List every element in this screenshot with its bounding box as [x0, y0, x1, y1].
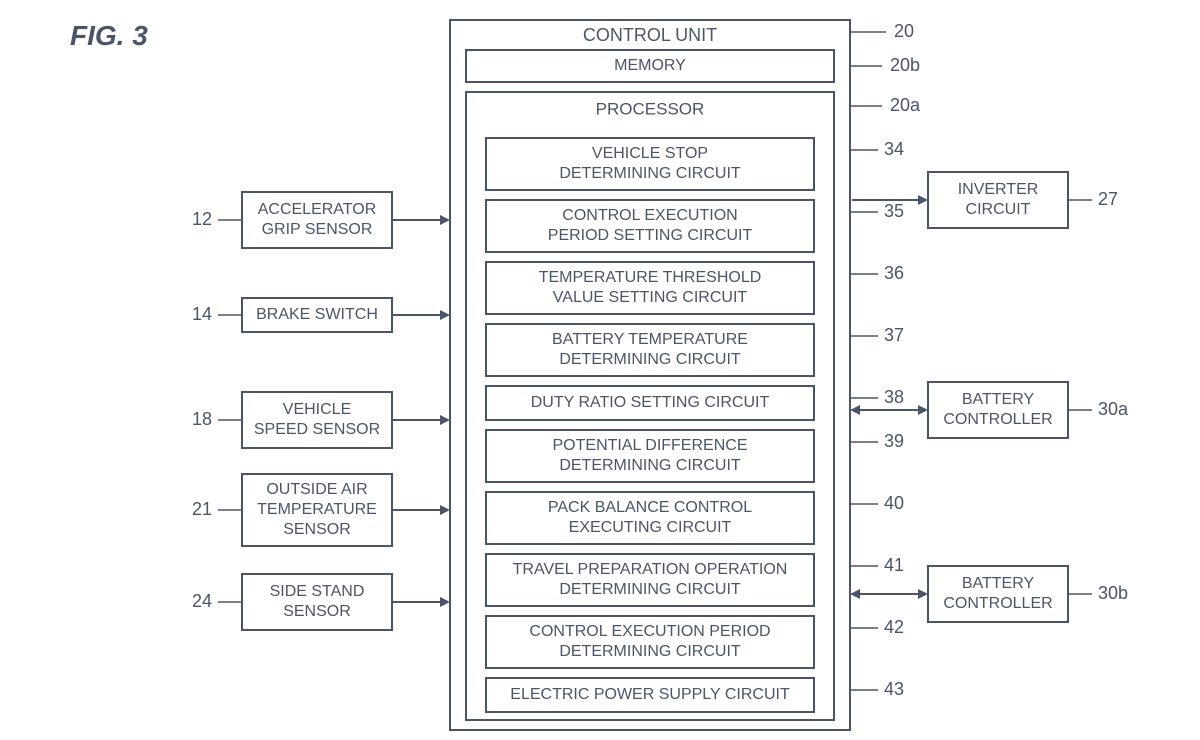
ref-38: 38 — [884, 387, 904, 407]
ref-24: 24 — [192, 591, 212, 611]
proc-item-label-35: CONTROL EXECUTION PERIOD SETTING CIRCUIT — [548, 207, 753, 244]
input-label-stand: SIDE STAND SENSOR — [270, 583, 365, 620]
svg-text:BRAKE SWITCH: BRAKE SWITCH — [256, 306, 378, 323]
svg-text:VEHICLE: VEHICLE — [283, 401, 351, 418]
memory-label: MEMORY — [614, 57, 686, 74]
svg-text:VEHICLE STOP: VEHICLE STOP — [592, 145, 708, 162]
svg-text:BATTERY: BATTERY — [962, 575, 1035, 592]
arrowhead — [440, 597, 450, 607]
arrowhead — [440, 505, 450, 515]
ref-30b: 30b — [1098, 583, 1128, 603]
svg-text:BATTERY: BATTERY — [962, 391, 1035, 408]
arrowhead — [918, 589, 928, 599]
svg-text:DETERMINING CIRCUIT: DETERMINING CIRCUIT — [559, 581, 741, 598]
ref-37: 37 — [884, 325, 904, 345]
ref-14: 14 — [192, 304, 212, 324]
svg-text:PACK BALANCE CONTROL: PACK BALANCE CONTROL — [548, 499, 752, 516]
svg-text:DUTY RATIO SETTING CIRCUIT: DUTY RATIO SETTING CIRCUIT — [531, 394, 770, 411]
output-label-bc2: BATTERY CONTROLLER — [943, 575, 1052, 612]
ref-12: 12 — [192, 209, 212, 229]
svg-text:ACCELERATOR: ACCELERATOR — [258, 201, 377, 218]
svg-text:TEMPERATURE THRESHOLD: TEMPERATURE THRESHOLD — [539, 269, 762, 286]
proc-item-label-38: DUTY RATIO SETTING CIRCUIT — [531, 394, 770, 411]
svg-text:SIDE STAND: SIDE STAND — [270, 583, 365, 600]
proc-item-label-43: ELECTRIC POWER SUPPLY CIRCUIT — [510, 686, 790, 703]
block-diagram: FIG. 3 CONTROL UNIT 20 MEMORY 20b PROCESSOR 20… — [0, 0, 1200, 740]
proc-item-label-41: TRAVEL PREPARATION OPERATION DETERMINING … — [513, 561, 788, 598]
svg-text:DETERMINING CIRCUIT: DETERMINING CIRCUIT — [559, 165, 741, 182]
proc-item-label-34: VEHICLE STOP DETERMINING CIRCUIT — [559, 145, 741, 182]
svg-text:CONTROLLER: CONTROLLER — [943, 411, 1052, 428]
svg-text:SENSOR: SENSOR — [283, 603, 351, 620]
ref-18: 18 — [192, 409, 212, 429]
output-label-inverter: INVERTER CIRCUIT — [958, 181, 1039, 218]
svg-text:DETERMINING CIRCUIT: DETERMINING CIRCUIT — [559, 351, 741, 368]
svg-text:DETERMINING CIRCUIT: DETERMINING CIRCUIT — [559, 643, 741, 660]
svg-text:CONTROL EXECUTION PERIOD: CONTROL EXECUTION PERIOD — [529, 623, 770, 640]
ref-43: 43 — [884, 679, 904, 699]
svg-text:CONTROLLER: CONTROLLER — [943, 595, 1052, 612]
svg-text:VALUE SETTING CIRCUIT: VALUE SETTING CIRCUIT — [553, 289, 748, 306]
svg-text:TRAVEL PREPARATION OPERATION: TRAVEL PREPARATION OPERATION — [513, 561, 788, 578]
ref-42: 42 — [884, 617, 904, 637]
svg-text:ELECTRIC POWER SUPPLY CIRCUIT: ELECTRIC POWER SUPPLY CIRCUIT — [510, 686, 790, 703]
arrowhead — [440, 415, 450, 425]
arrowhead — [918, 405, 928, 415]
ref-20b: 20b — [890, 55, 920, 75]
svg-text:INVERTER: INVERTER — [958, 181, 1039, 198]
input-label-accel: ACCELERATOR GRIP SENSOR — [258, 201, 377, 238]
ref-34: 34 — [884, 139, 904, 159]
proc-item-label-37: BATTERY TEMPERATURE DETERMINING CIRCUIT — [552, 331, 748, 368]
input-label-outair: OUTSIDE AIR TEMPERATURE SENSOR — [257, 481, 377, 538]
input-label-brake: BRAKE SWITCH — [256, 306, 378, 323]
svg-text:OUTSIDE AIR: OUTSIDE AIR — [266, 481, 367, 498]
svg-text:CONTROL EXECUTION: CONTROL EXECUTION — [562, 207, 737, 224]
processor-title: PROCESSOR — [596, 99, 705, 118]
ref-20a: 20a — [890, 95, 921, 115]
ref-40: 40 — [884, 493, 904, 513]
svg-text:PERIOD SETTING CIRCUIT: PERIOD SETTING CIRCUIT — [548, 227, 753, 244]
ref-35: 35 — [884, 201, 904, 221]
svg-text:DETERMINING CIRCUIT: DETERMINING CIRCUIT — [559, 457, 741, 474]
ref-30a: 30a — [1098, 399, 1129, 419]
ref-21: 21 — [192, 499, 212, 519]
svg-text:MEMORY: MEMORY — [614, 57, 686, 74]
figure-title: FIG. 3 — [70, 20, 148, 51]
arrowhead — [918, 195, 928, 205]
control-unit-title: CONTROL UNIT — [583, 25, 717, 45]
arrowhead — [850, 405, 860, 415]
svg-text:CIRCUIT: CIRCUIT — [966, 201, 1031, 218]
ref-20: 20 — [894, 21, 914, 41]
arrowhead — [440, 310, 450, 320]
ref-41: 41 — [884, 555, 904, 575]
arrowhead — [850, 589, 860, 599]
svg-text:EXECUTING CIRCUIT: EXECUTING CIRCUIT — [569, 519, 732, 536]
svg-text:TEMPERATURE: TEMPERATURE — [257, 501, 377, 518]
svg-text:POTENTIAL DIFFERENCE: POTENTIAL DIFFERENCE — [553, 437, 748, 454]
ref-27: 27 — [1098, 189, 1118, 209]
svg-text:BATTERY TEMPERATURE: BATTERY TEMPERATURE — [552, 331, 748, 348]
proc-item-label-36: TEMPERATURE THRESHOLD VALUE SETTING CIRCU… — [539, 269, 762, 306]
svg-text:SPEED SENSOR: SPEED SENSOR — [254, 421, 380, 438]
input-label-speed: VEHICLE SPEED SENSOR — [254, 401, 380, 438]
arrowhead — [440, 215, 450, 225]
proc-item-label-40: PACK BALANCE CONTROL EXECUTING CIRCUIT — [548, 499, 752, 536]
proc-item-label-39: POTENTIAL DIFFERENCE DETERMINING CIRCUIT — [553, 437, 748, 474]
ref-36: 36 — [884, 263, 904, 283]
svg-text:SENSOR: SENSOR — [283, 521, 351, 538]
svg-text:GRIP SENSOR: GRIP SENSOR — [262, 221, 373, 238]
output-label-bc1: BATTERY CONTROLLER — [943, 391, 1052, 428]
ref-39: 39 — [884, 431, 904, 451]
proc-item-label-42: CONTROL EXECUTION PERIOD DETERMINING CIRC… — [529, 623, 770, 660]
